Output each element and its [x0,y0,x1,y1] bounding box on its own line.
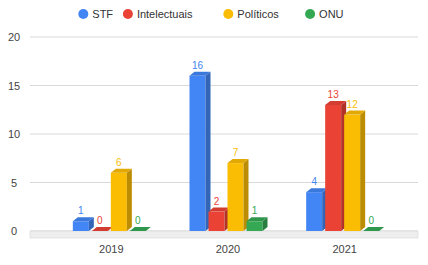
tick-label: 0 [11,225,17,237]
legend-label: Intelectuais [137,8,193,20]
bar-side [244,159,249,231]
bar-side [206,72,211,231]
legend-swatch [223,9,233,19]
data-label: 1 [252,205,258,216]
category-label: 2021 [332,243,356,255]
bar-front [247,221,263,231]
bar [228,159,249,231]
grid-line [30,37,418,38]
data-labels: 106016271413120 [78,60,374,226]
legend-label: Políticos [237,8,279,20]
bar-top [363,227,384,231]
bar-top [344,111,365,115]
bar-side [127,169,132,231]
legend-swatch [78,9,88,19]
legend-swatch [123,9,133,19]
bar-top [73,217,94,221]
data-label: 12 [347,99,359,110]
bar [325,101,346,231]
tick-label: 20 [8,31,20,43]
bar [363,227,384,231]
chart: 05101520106016271413120201920202021STFIn… [0,0,428,265]
grid-line [30,85,418,86]
legend-label: ONU [319,8,344,20]
bar-front [228,163,244,231]
data-label: 0 [368,215,374,226]
bar-top [306,188,327,192]
bar [92,227,113,231]
bar [344,111,365,231]
bar-top [130,227,151,231]
bar-side [360,111,365,231]
bar [306,188,327,231]
bar-front [111,173,127,231]
category-label: 2020 [216,243,240,255]
data-label: 6 [116,157,122,168]
bar [209,208,230,231]
legend-label: STF [92,8,113,20]
data-label: 1 [78,205,84,216]
data-label: 4 [311,176,317,187]
tick-label: 15 [8,80,20,92]
bar-front [325,105,341,231]
data-label: 7 [233,147,239,158]
data-label: 16 [192,60,204,71]
bar-top [92,227,113,231]
tick-label: 10 [8,128,20,140]
bars [73,72,384,231]
category-label: 2019 [99,243,123,255]
data-label: 0 [97,215,103,226]
bar [111,169,132,231]
bar-front [344,115,360,231]
floor [30,231,418,238]
bar-front [190,76,206,231]
bar-top [325,101,346,105]
bar-top [190,72,211,76]
bar [73,217,94,231]
data-label: 2 [214,196,220,207]
bar-top [247,217,268,221]
tick-label: 5 [11,177,17,189]
bar [247,217,268,231]
data-label: 13 [328,89,340,100]
bar-front [306,192,322,231]
legend-swatch [305,9,315,19]
bar-top [228,159,249,163]
bar [190,72,211,231]
bar-front [73,221,89,231]
data-label: 0 [135,215,141,226]
bar-top [111,169,132,173]
bar-top [209,208,230,212]
bar-front [209,212,225,231]
bar [130,227,151,231]
legend: STF Intelectuais Políticos ONU [78,8,343,20]
